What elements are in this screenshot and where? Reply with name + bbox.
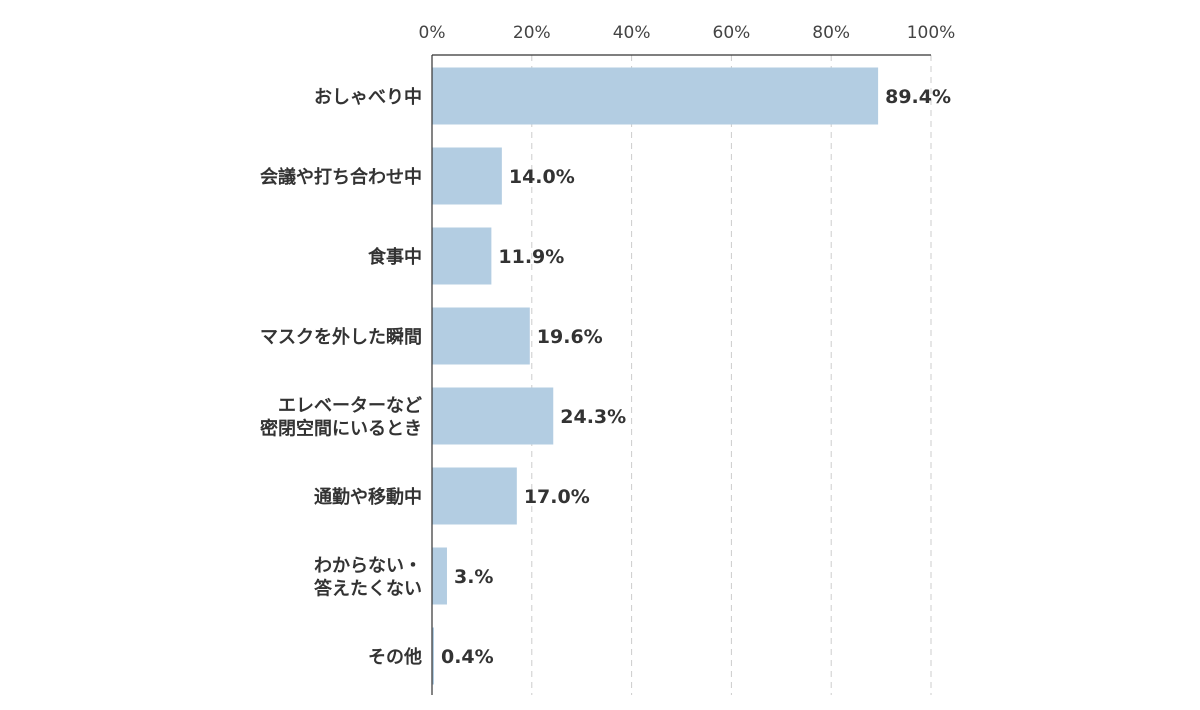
category-label-7: その他 [368,646,422,668]
value-label-2: 11.9% [498,246,564,268]
bar-2 [432,227,492,285]
value-label-0: 89.4% [885,86,951,108]
tick-label-60: 60% [713,23,751,43]
category-label-0: おしゃべり中 [314,86,422,108]
category-label-1: 会議や打ち合わせ中 [260,166,422,188]
bar-0 [432,67,879,125]
category-label-6: わからない・答えたくない [314,556,422,600]
category-label-line: わからない・ [314,556,422,577]
category-label-2: 食事中 [367,246,422,268]
category-label-3: マスクを外した瞬間 [260,326,422,348]
category-label-line: 答えたくない [314,578,422,600]
bar-1 [432,147,502,205]
tick-label-100: 100% [907,23,956,43]
bar-6 [432,547,447,605]
category-label-line: 密閉空間にいるとき [260,418,422,440]
value-label-1: 14.0% [509,166,575,188]
value-label-6: 3.% [454,566,493,588]
tick-label-80: 80% [812,23,850,43]
value-label-4: 24.3% [560,406,626,428]
tick-label-0: 0% [419,23,446,43]
bar-5 [432,467,517,525]
bar-4 [432,387,554,445]
bar-7 [432,627,434,685]
tick-label-40: 40% [613,23,651,43]
category-label-4: エレベーターなど密閉空間にいるとき [260,396,422,440]
bar-3 [432,307,530,365]
category-label-5: 通勤や移動中 [314,486,422,508]
value-label-3: 19.6% [537,326,603,348]
tick-label-20: 20% [513,23,551,43]
value-label-7: 0.4% [441,646,494,668]
value-label-5: 17.0% [524,486,590,508]
category-label-line: エレベーターなど [278,396,422,417]
